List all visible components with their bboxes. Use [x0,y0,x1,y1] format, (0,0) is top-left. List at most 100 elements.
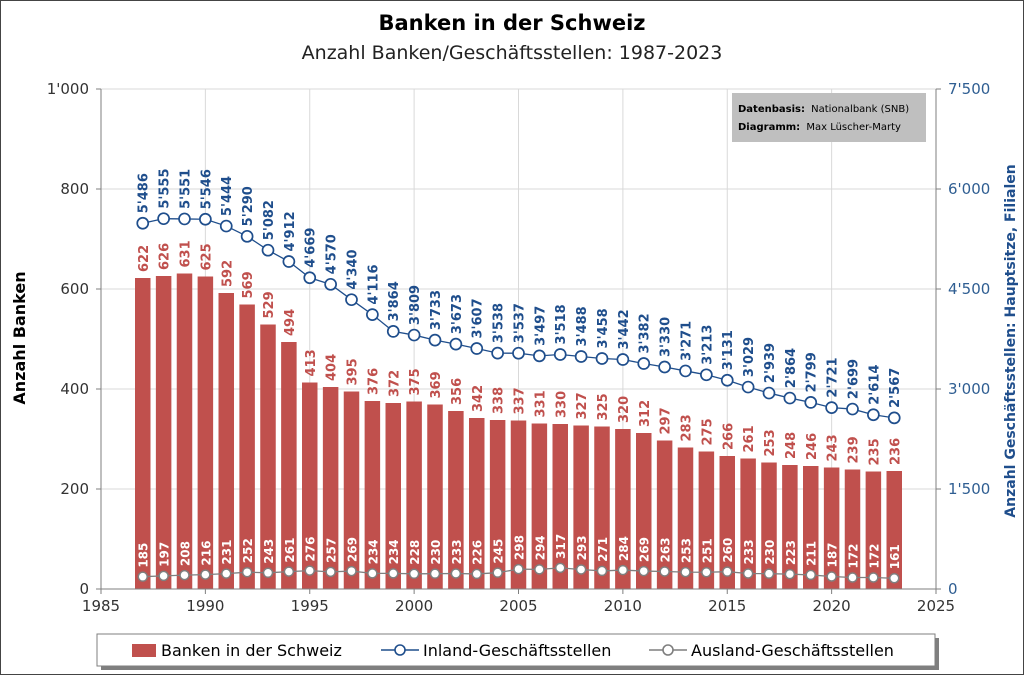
bar [364,401,381,589]
ausland-point [513,563,524,575]
ausland-point [638,565,649,577]
inland-value-label: 2'799 [805,352,820,392]
inland-value-label: 4'912 [283,211,298,251]
inland-point [491,346,504,360]
bar [176,273,193,589]
inland-value-label: 3'458 [596,308,611,348]
inland-value-label: 2'567 [888,368,903,408]
bar-value-label: 356 [450,378,465,405]
inland-point [240,229,254,243]
bar-value-label: 236 [888,438,903,465]
bar [218,293,234,589]
ausland-point [868,572,879,583]
y-axis-left-ticks: 0 200 400 600 800 1'000 [47,80,101,598]
bar-value-label: 283 [680,414,695,441]
bar [677,447,694,589]
inland-value-label: 3'382 [638,313,653,353]
ausland-value-label: 284 [617,536,631,561]
ausland-value-label: 269 [346,537,360,562]
y2-tick-label: 6'000 [948,180,990,198]
ausland-point [805,569,816,581]
ausland-value-label: 233 [450,539,464,564]
ausland-point [346,565,357,577]
bar [135,278,151,589]
legend-label-banken: Banken in der Schweiz [161,641,342,660]
source-value-1: Nationalbank (SNB) [811,104,909,115]
ausland-point [492,567,503,578]
ausland-value-label: 276 [304,537,318,562]
bar [302,382,318,589]
ausland-value-label: 293 [575,535,589,560]
bar [510,420,527,589]
bar [489,420,506,589]
inland-point [616,353,630,366]
y2-tick-label: 1'500 [948,480,990,498]
inland-point [178,212,191,226]
bar-value-label: 631 [179,240,194,267]
ausland-value-label: 260 [721,538,735,563]
bar [594,426,610,589]
inland-value-label: 4'116 [366,264,381,304]
bars [135,273,902,589]
inland-point [741,380,755,394]
bar-value-label: 243 [826,434,841,461]
source-value-2: Max Lüscher-Marty [806,122,901,133]
bar-value-label: 246 [805,433,820,460]
inland-value-label: 3'607 [471,298,486,338]
ausland-value-label: 294 [533,535,547,560]
bar [573,425,589,589]
legend-marker-ausland [662,644,674,656]
inland-point [199,212,212,226]
ausland-point [826,571,837,582]
bar-value-label: 248 [784,432,799,459]
y-tick-label: 1'000 [47,80,89,98]
ausland-point [596,565,608,577]
inland-point [553,348,567,361]
bar [531,423,548,589]
ausland-point [471,568,482,580]
ausland-point [742,568,754,579]
bar-value-label: 529 [262,291,277,318]
ausland-value-label: 172 [847,543,861,568]
ausland-value-label: 211 [805,541,819,566]
ausland-point [283,566,295,577]
ausland-point [575,564,587,575]
chart-subtitle: Anzahl Banken/Geschäftsstellen: 1987-202… [302,42,723,64]
x-axis-ticks: 1985 1990 1995 2000 2005 2010 2015 2020 2025 [82,589,955,615]
inland-point [700,368,713,382]
inland-value-label: 3'864 [387,281,402,321]
bar-value-label: 327 [575,392,590,419]
bar-value-label: 376 [366,368,381,395]
inland-value-label: 4'570 [325,234,340,274]
ausland-point [200,569,211,580]
ausland-value-label: 252 [241,538,255,563]
ausland-value-label: 234 [387,539,401,564]
ausland-series: 185 197 208 216 231 252 243 261 276 257 269 234 234 2… [137,534,902,584]
y2-tick-label: 3'000 [948,380,990,398]
ausland-point [158,570,169,582]
inland-point [658,360,671,374]
ausland-point [367,568,378,579]
bar [343,391,360,589]
bar-value-label: 266 [721,423,736,450]
bar-value-label: 275 [700,418,715,445]
bar-value-label: 261 [742,425,757,452]
inland-value-label: 3'442 [617,309,632,349]
bar-value-label: 569 [241,271,256,298]
inland-value-label: 2'699 [847,359,862,399]
inland-value-label: 3'673 [450,294,465,334]
bar-value-labels: 622 626 631 625 592 569 529 494 413 404 395 376 372 3… [137,240,904,465]
inland-value-label: 3'029 [742,337,757,377]
inland-point [512,346,525,360]
bar [469,418,485,589]
ausland-point [262,567,274,579]
ausland-point [617,564,629,576]
ausland-value-label: 226 [471,540,485,565]
ausland-value-label: 231 [220,540,234,565]
y-axis-left-label: Anzahl Banken [10,271,29,404]
ausland-point [680,566,691,578]
bar-value-label: 404 [325,354,340,381]
x-tick-label: 1985 [82,597,120,615]
